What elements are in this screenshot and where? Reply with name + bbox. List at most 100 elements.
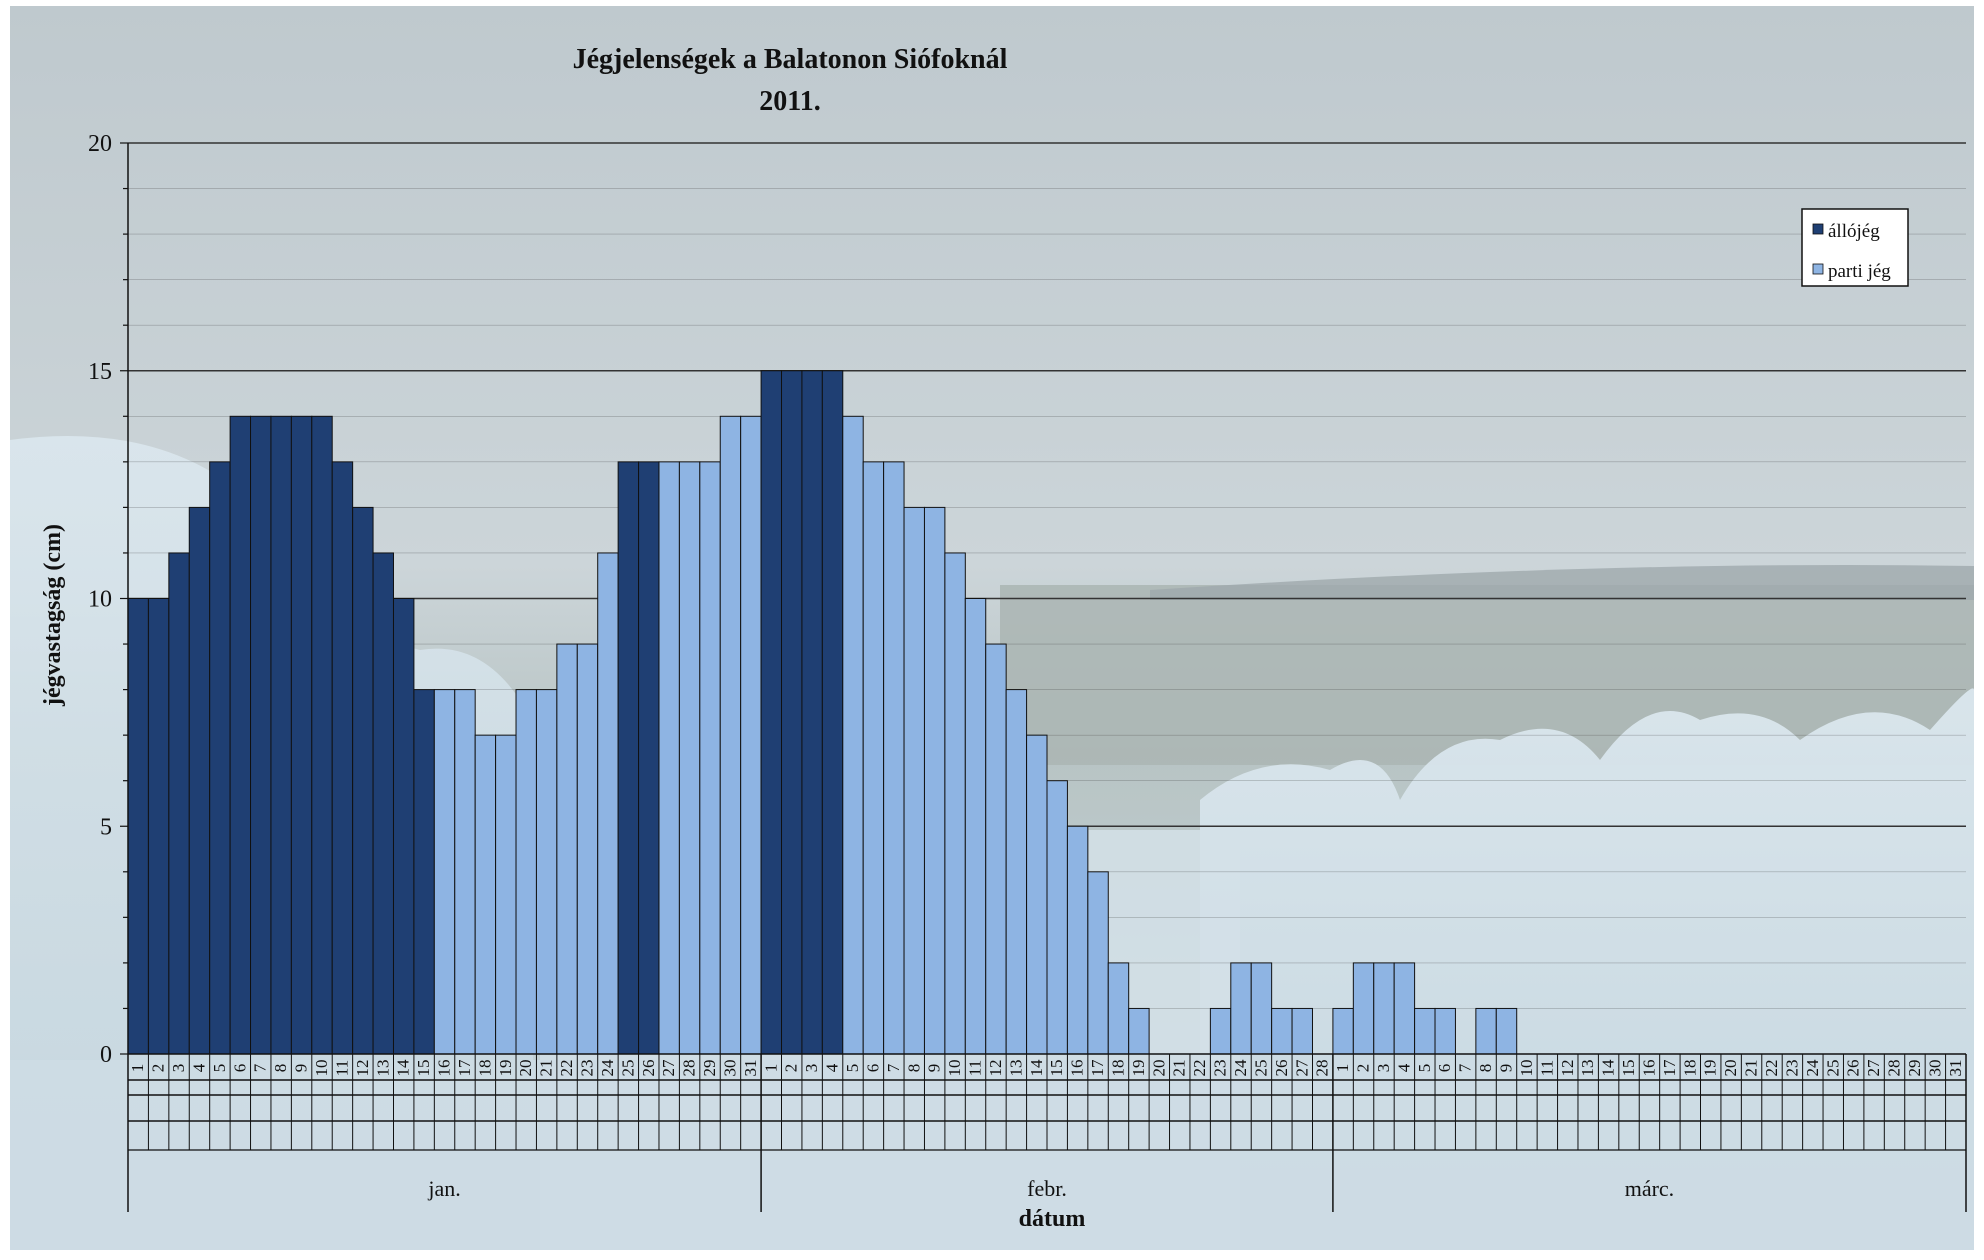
- x-tick-label: 3: [169, 1064, 188, 1073]
- legend-label-parti-jeg: parti jég: [1828, 261, 1891, 282]
- x-axis-month-labels: jan. febr. márc.: [127, 1054, 1967, 1212]
- x-tick-label: 9: [1497, 1064, 1516, 1073]
- bar-parti_jeg: [515, 689, 537, 1055]
- bar-parti_jeg: [433, 689, 456, 1055]
- bar-allojeg: [617, 461, 640, 1055]
- bar-allojeg: [760, 370, 783, 1055]
- bar-allojeg: [311, 415, 333, 1055]
- x-tick-label: 7: [251, 1063, 270, 1072]
- x-axis-day-ticks: 1 2 3 4 5 6 7 8 9 10 11 12 13 14 15 16 17 18 19 20 21 22 23 24 2…: [127, 1054, 1967, 1150]
- x-tick-label: 29: [1905, 1060, 1924, 1077]
- x-tick-label: 23: [1211, 1060, 1230, 1077]
- legend-swatch-parti-jeg: [1812, 263, 1824, 275]
- x-axis-label: dátum: [1019, 1206, 1086, 1232]
- x-tick-label: 9: [292, 1064, 311, 1073]
- x-tick-label: 2: [782, 1064, 801, 1073]
- x-tick-label: 3: [802, 1064, 821, 1073]
- x-tick-label: 2: [149, 1064, 168, 1073]
- x-tick-label: 27: [1864, 1059, 1883, 1077]
- bar-parti_jeg: [923, 506, 946, 1055]
- bar-parti_jeg: [1107, 962, 1130, 1055]
- x-tick-label: 16: [1639, 1060, 1658, 1077]
- x-tick-label: 22: [557, 1060, 576, 1077]
- x-tick-label: 7: [1456, 1063, 1475, 1072]
- bar-parti_jeg: [1271, 1007, 1293, 1055]
- bar-allojeg: [188, 506, 211, 1055]
- bar-parti_jeg: [495, 734, 517, 1055]
- bar-parti_jeg: [883, 461, 905, 1055]
- bar-parti_jeg: [1230, 962, 1252, 1055]
- x-tick-label: 22: [1190, 1060, 1209, 1077]
- y-axis-label: jégvastagság (cm): [40, 524, 66, 707]
- x-tick-label: 1: [1333, 1064, 1352, 1073]
- x-tick-label: 26: [1272, 1060, 1291, 1077]
- x-tick-label: 12: [1558, 1060, 1577, 1077]
- bar-allojeg: [331, 461, 354, 1055]
- x-tick-label: 23: [1782, 1060, 1801, 1077]
- bar-parti_jeg: [699, 461, 721, 1055]
- bar-parti_jeg: [1250, 962, 1273, 1055]
- x-tick-label: 27: [659, 1059, 678, 1077]
- bar-parti_jeg: [474, 734, 497, 1055]
- x-tick-label: 29: [700, 1060, 719, 1077]
- chart-title: Jégjelenségek a Balatonon Siófoknál: [573, 44, 1008, 75]
- x-tick-label: 31: [741, 1060, 760, 1077]
- bar-parti_jeg: [658, 461, 680, 1055]
- x-tick-label: 3: [1374, 1064, 1393, 1073]
- bar-parti_jeg: [535, 689, 558, 1055]
- x-tick-label: 14: [394, 1059, 413, 1077]
- x-tick-label: 8: [1476, 1064, 1495, 1073]
- x-tick-label: 1: [128, 1064, 147, 1073]
- x-tick-label: 19: [496, 1060, 515, 1077]
- bar-parti_jeg: [556, 643, 578, 1055]
- x-tick-label: 19: [1129, 1060, 1148, 1077]
- bar-parti_jeg: [1495, 1007, 1518, 1055]
- bar-allojeg: [168, 552, 190, 1055]
- x-tick-label: 26: [1844, 1060, 1863, 1077]
- bar-allojeg: [801, 370, 823, 1055]
- x-tick-label: 15: [414, 1060, 433, 1077]
- x-tick-label: 6: [1435, 1064, 1454, 1073]
- bar-parti_jeg: [1046, 780, 1068, 1055]
- bar-parti_jeg: [454, 689, 476, 1055]
- x-tick-label: 20: [1149, 1060, 1168, 1077]
- bar-allojeg: [229, 415, 252, 1055]
- bar-parti_jeg: [1026, 734, 1048, 1055]
- bar-allojeg: [392, 598, 415, 1055]
- x-tick-label: 23: [578, 1060, 597, 1077]
- legend-swatch-allojeg: [1812, 223, 1824, 235]
- x-tick-label: 8: [271, 1064, 290, 1073]
- bar-parti_jeg: [1475, 1007, 1497, 1055]
- bar-allojeg: [638, 461, 660, 1055]
- x-tick-label: 1: [761, 1064, 780, 1073]
- x-tick-label: 18: [1680, 1060, 1699, 1077]
- bar-parti_jeg: [1005, 689, 1028, 1055]
- month-label: márc.: [1625, 1176, 1674, 1201]
- bar-parti_jeg: [862, 461, 885, 1055]
- bar-parti_jeg: [964, 598, 987, 1055]
- bar-parti_jeg: [1128, 1007, 1150, 1055]
- bar-parti_jeg: [842, 415, 864, 1055]
- bar-parti_jeg: [1393, 962, 1416, 1055]
- x-tick-label: 30: [1925, 1060, 1944, 1077]
- bar-allojeg: [209, 461, 231, 1055]
- x-tick-label: 22: [1762, 1060, 1781, 1077]
- x-tick-label: 12: [353, 1060, 372, 1077]
- y-axis-ticks: 0 5 10 15 20: [88, 131, 128, 1068]
- bar-parti_jeg: [576, 643, 599, 1055]
- legend-label-allojeg: állójég: [1828, 221, 1880, 242]
- x-tick-label: 31: [1946, 1060, 1965, 1077]
- x-tick-label: 6: [863, 1064, 882, 1073]
- y-tick-label: 5: [100, 814, 112, 840]
- month-label: febr.: [1027, 1176, 1067, 1201]
- x-tick-label: 26: [639, 1060, 658, 1077]
- x-tick-label: 16: [1068, 1060, 1087, 1077]
- x-tick-label: 25: [1251, 1060, 1270, 1077]
- x-tick-label: 28: [1313, 1060, 1332, 1077]
- photo-background: [10, 6, 1974, 1250]
- x-tick-label: 21: [1170, 1060, 1189, 1077]
- x-tick-label: 5: [1415, 1064, 1434, 1073]
- x-tick-label: 21: [1742, 1060, 1761, 1077]
